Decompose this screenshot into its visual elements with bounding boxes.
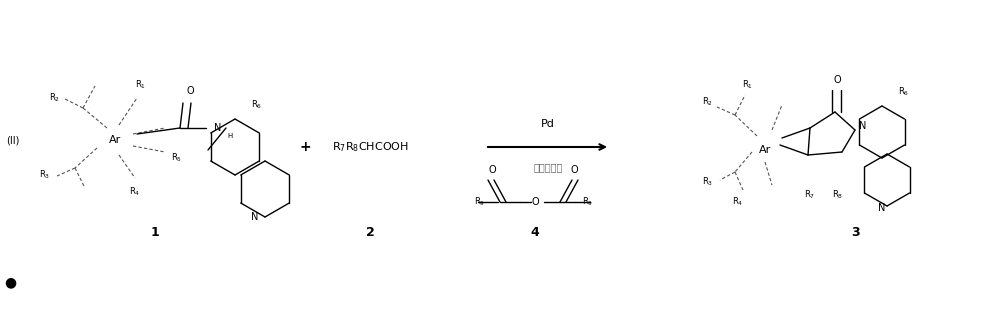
Text: R$_7$R$_8$CHCOOH: R$_7$R$_8$CHCOOH [332, 140, 408, 154]
Text: R$_3$: R$_3$ [702, 176, 714, 188]
Text: N: N [878, 203, 886, 213]
Text: R$_9$: R$_9$ [474, 196, 486, 208]
Text: 4: 4 [531, 226, 539, 238]
Text: R$_2$: R$_2$ [49, 92, 61, 104]
Text: N: N [251, 212, 259, 222]
Text: R$_6$: R$_6$ [898, 86, 910, 98]
Text: 2: 2 [366, 226, 374, 238]
Text: N: N [214, 123, 222, 133]
Text: O: O [570, 165, 578, 175]
Text: R$_9$: R$_9$ [582, 196, 594, 208]
Text: Ar: Ar [109, 135, 121, 145]
Text: O: O [833, 75, 841, 85]
Text: R$_6$: R$_6$ [251, 99, 263, 111]
Text: ●: ● [4, 275, 16, 289]
Text: 溶剂，温度: 溶剂，温度 [533, 162, 563, 172]
Text: O: O [531, 197, 539, 207]
Text: H: H [227, 133, 233, 139]
Text: R$_5$: R$_5$ [171, 152, 183, 164]
Text: O: O [186, 86, 194, 96]
Text: 1: 1 [151, 226, 159, 238]
Text: R$_8$: R$_8$ [832, 189, 844, 201]
Text: N: N [859, 121, 867, 131]
Text: 3: 3 [851, 226, 859, 238]
Text: R$_1$: R$_1$ [742, 79, 754, 91]
Text: O: O [488, 165, 496, 175]
Text: +: + [299, 140, 311, 154]
Text: R$_7$: R$_7$ [804, 189, 816, 201]
Text: (II): (II) [6, 135, 20, 145]
Text: R$_2$: R$_2$ [702, 96, 714, 108]
Text: R$_4$: R$_4$ [129, 186, 141, 198]
Text: Pd: Pd [541, 119, 555, 129]
Text: R$_1$: R$_1$ [135, 79, 147, 91]
Text: R$_3$: R$_3$ [39, 169, 51, 181]
Text: Ar: Ar [759, 145, 771, 155]
Text: R$_4$: R$_4$ [732, 196, 744, 208]
